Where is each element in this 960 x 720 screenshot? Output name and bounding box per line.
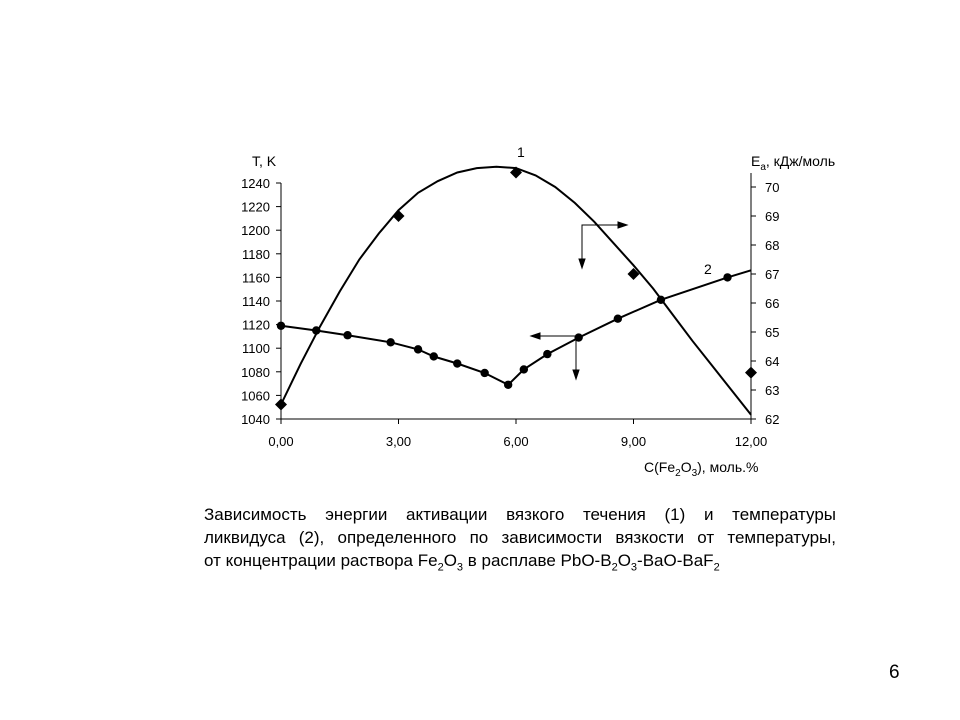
x-tick-label: 3,00: [386, 434, 411, 449]
series-1-diamond-marker: [392, 210, 405, 222]
series-2-line: [280, 269, 752, 387]
left-y-tick-label: 1100: [242, 341, 270, 356]
right-y-tick-label: 68: [765, 238, 779, 253]
arrow-to-right-axis-icon: [578, 221, 629, 270]
series-2-circle-marker: [613, 314, 623, 323]
series-1-diamond-marker: [745, 366, 757, 379]
curve-label-2: 2: [704, 261, 712, 277]
left-y-tick-label: 1180: [242, 247, 270, 262]
right-y-tick-label: 63: [765, 383, 779, 398]
right-y-tick-label: 65: [765, 325, 779, 340]
slide-number: 6: [889, 662, 900, 683]
series-1-diamond-marker: [275, 398, 287, 411]
right-y-tick-label: 70: [765, 180, 779, 195]
series-2-circle-marker: [413, 345, 423, 354]
series-2-circle-marker: [503, 380, 513, 389]
series-2: [276, 269, 752, 389]
series-2-circle-marker: [386, 338, 395, 347]
axis-direction-arrows: [529, 221, 629, 381]
left-axis-title: T, K: [252, 153, 277, 169]
left-y-tick-label: 1120: [242, 318, 270, 333]
left-y-tick-label: 1240: [241, 176, 270, 191]
right-axis-title: Ea, кДж/моль: [751, 153, 835, 173]
x-tick-label: 6,00: [503, 434, 528, 449]
right-y-axis: 62 63 64 65 66 67 68 69 70: [750, 173, 779, 427]
caption-line-1: Зависимость энергии активации вязкого те…: [204, 505, 836, 524]
series-2-circle-marker: [312, 326, 321, 335]
left-y-tick-label: 1040: [241, 412, 270, 427]
x-tick-label: 12,00: [735, 434, 768, 449]
right-y-tick-label: 62: [765, 412, 779, 427]
x-tick-label: 9,00: [621, 434, 646, 449]
chart: 0,00 3,00 6,00 9,00 12,00 104010601080110011…: [241, 144, 835, 479]
left-y-tick-label: 1140: [242, 294, 270, 309]
left-y-axis: 1040 1060 1080 1100 1120 1140 1160 1180 1200 1220…: [241, 176, 282, 427]
right-y-tick-label: 69: [765, 209, 779, 224]
figure-caption: Зависимость энергии активации вязкого те…: [204, 503, 836, 579]
arrow-to-left-axis-icon: [529, 332, 580, 381]
right-y-tick-label: 67: [765, 267, 779, 282]
series-1: [275, 165, 757, 416]
left-y-tick-label: 1160: [242, 270, 270, 285]
series-2-circle-marker: [480, 368, 489, 378]
left-y-tick-label: 1200: [241, 223, 270, 238]
series-2-circle-marker: [519, 365, 529, 374]
left-y-tick-label: 1220: [241, 200, 270, 215]
series-2-circle-marker: [656, 295, 666, 305]
series-2-circle-marker: [453, 359, 462, 368]
series-2-circle-marker: [723, 273, 732, 282]
x-axis: 0,00 3,00 6,00 9,00 12,00: [268, 418, 768, 449]
series-1-diamond-marker: [627, 268, 640, 280]
series-2-circle-marker: [543, 349, 552, 359]
x-tick-label: 0,00: [268, 434, 293, 449]
left-y-tick-label: 1060: [241, 388, 270, 403]
series-2-circle-marker: [429, 352, 438, 361]
series-1-diamond-marker: [510, 166, 522, 179]
series-2-circle-marker: [574, 333, 583, 342]
right-y-tick-label: 64: [765, 354, 779, 369]
curve-label-1: 1: [517, 144, 525, 160]
right-y-tick-label: 66: [765, 296, 779, 311]
series-2-circle-marker: [343, 331, 352, 340]
caption-line-3: от концентрации раствора Fe2O3 в расплав…: [204, 551, 720, 574]
caption-line-2: ликвидуса (2), определенного по зависимо…: [204, 528, 836, 547]
left-y-tick-label: 1080: [241, 365, 270, 380]
series-2-circle-marker: [276, 321, 286, 330]
x-axis-title: C(Fe2O3), моль.%: [644, 459, 759, 479]
